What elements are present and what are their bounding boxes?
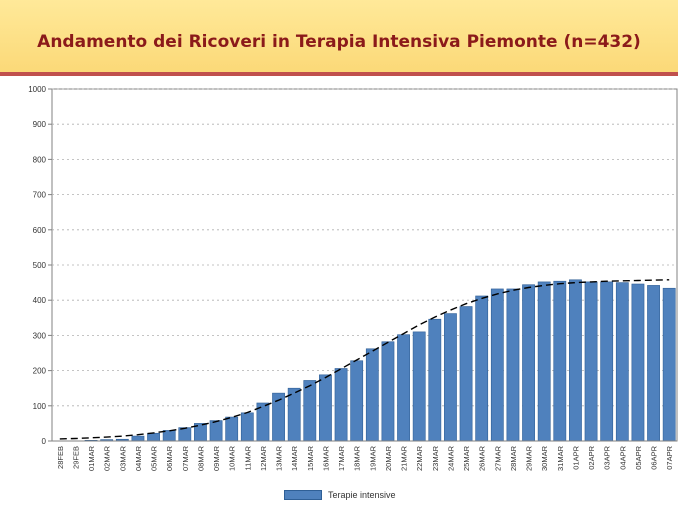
x-tick-label: 29MAR: [525, 445, 534, 471]
bar: [397, 334, 410, 442]
x-tick-label: 04APR: [618, 445, 627, 469]
x-tick-label: 02APR: [587, 445, 596, 469]
bar: [428, 318, 442, 442]
bar: [444, 313, 457, 442]
x-tick-label: 19MAR: [368, 445, 377, 471]
x-tick-label: 22MAR: [415, 445, 424, 471]
x-tick-label: 07MAR: [181, 445, 190, 471]
x-tick-label: 23MAR: [431, 445, 440, 471]
y-tick-label: 700: [33, 191, 47, 200]
y-tick-label: 600: [33, 226, 47, 235]
x-tick-label: 07APR: [665, 445, 674, 469]
x-tick-label: 06MAR: [165, 445, 174, 471]
y-tick-label: 300: [33, 331, 47, 340]
x-tick-label: 13MAR: [275, 445, 284, 471]
bar: [522, 284, 535, 442]
y-tick-label: 800: [33, 155, 47, 164]
x-tick-label: 26MAR: [478, 445, 487, 471]
bar: [303, 380, 317, 442]
bar: [334, 368, 348, 442]
x-tick-label: 20MAR: [384, 445, 393, 471]
x-tick-label: 28FEB: [56, 446, 65, 469]
bar: [662, 287, 676, 442]
x-tick-label: 01MAR: [87, 445, 96, 471]
x-tick-label: 05MAR: [150, 445, 159, 471]
trend-line: [59, 279, 670, 440]
y-tick-label: 900: [33, 120, 47, 129]
x-tick-label: 29FEB: [71, 446, 80, 469]
x-tick-label: 10MAR: [228, 445, 237, 471]
bar: [600, 281, 614, 442]
y-tick-label: 400: [33, 296, 47, 305]
bar: [209, 420, 223, 442]
y-tick-label: 100: [33, 402, 47, 411]
bar: [569, 279, 582, 442]
x-tick-label: 16MAR: [321, 445, 330, 471]
bar: [490, 288, 504, 442]
chart-legend: Terapie intensive: [284, 490, 396, 500]
header-divider: [0, 72, 678, 76]
bar: [319, 374, 332, 442]
bar: [553, 280, 567, 442]
x-tick-label: 08MAR: [196, 445, 205, 471]
y-tick-label: 0: [42, 437, 47, 446]
bar: [631, 283, 645, 442]
y-tick-label: 500: [33, 261, 47, 270]
x-tick-label: 05APR: [634, 445, 643, 469]
bar: [287, 387, 301, 442]
x-tick-label: 30MAR: [540, 445, 549, 471]
x-tick-label: 18MAR: [353, 445, 362, 471]
x-tick-label: 31MAR: [556, 445, 565, 471]
bar: [459, 306, 473, 442]
bar: [647, 285, 660, 442]
x-tick-label: 03APR: [603, 445, 612, 469]
x-tick-label: 17MAR: [337, 445, 346, 471]
x-tick-label: 03MAR: [118, 445, 127, 471]
x-tick-label: 01APR: [571, 445, 580, 469]
x-tick-label: 28MAR: [509, 445, 518, 471]
x-tick-label: 06APR: [650, 445, 659, 469]
bar: [537, 281, 551, 442]
bar: [350, 360, 364, 442]
x-tick-label: 09MAR: [212, 445, 221, 471]
bar: [584, 281, 598, 442]
x-tick-label: 04MAR: [134, 445, 143, 471]
y-tick-label: 200: [33, 367, 47, 376]
x-tick-label: 27MAR: [493, 445, 502, 471]
legend-swatch: [284, 490, 322, 500]
y-tick-label: 1000: [28, 85, 46, 94]
bar: [506, 288, 520, 442]
x-tick-label: 21MAR: [400, 445, 409, 471]
bar: [131, 435, 145, 442]
x-tick-label: 15MAR: [306, 445, 315, 471]
bar: [381, 341, 395, 442]
slide-header: [0, 0, 678, 72]
bar: [412, 331, 426, 442]
x-tick-label: 25MAR: [462, 445, 471, 471]
x-tick-label: 11MAR: [243, 445, 252, 470]
x-tick-label: 24MAR: [446, 445, 455, 471]
bar: [365, 348, 379, 442]
x-tick-label: 12MAR: [259, 445, 268, 471]
legend-label: Terapie intensive: [328, 490, 396, 500]
x-tick-label: 14MAR: [290, 445, 299, 471]
bar: [615, 282, 629, 442]
x-tick-label: 02MAR: [103, 445, 112, 471]
bar: [475, 295, 489, 442]
page-title: Andamento dei Ricoveri in Terapia Intens…: [37, 32, 641, 52]
bar: [225, 416, 239, 442]
bar: [147, 432, 160, 442]
bar: [240, 412, 254, 442]
